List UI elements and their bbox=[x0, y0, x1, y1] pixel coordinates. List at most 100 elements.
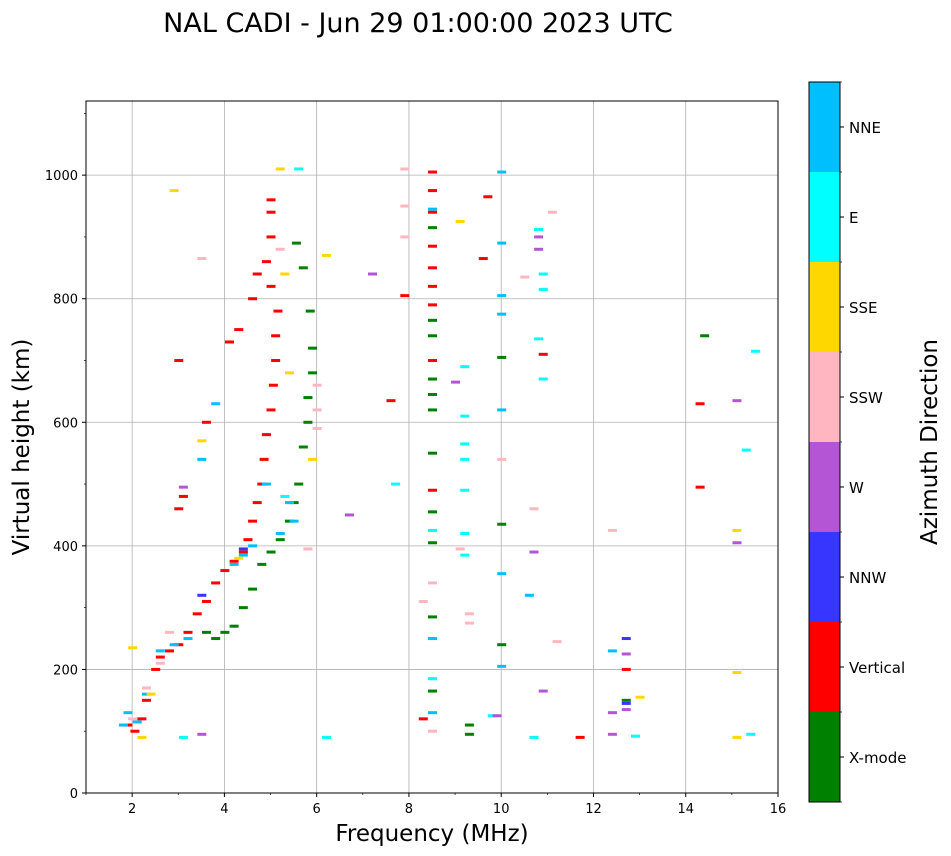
echo-point-nne bbox=[428, 711, 437, 715]
echo-point-vertical bbox=[428, 266, 437, 270]
echo-point-vertical bbox=[248, 297, 258, 301]
echo-point-nne bbox=[197, 457, 207, 461]
echo-point-sse bbox=[321, 253, 331, 257]
echo-point-vertical bbox=[428, 303, 437, 307]
echo-point-nnw bbox=[621, 701, 631, 705]
echo-point-w bbox=[344, 513, 354, 517]
echo-point-x-mode bbox=[266, 550, 276, 554]
echo-point-ssw bbox=[497, 457, 507, 461]
echo-point-w bbox=[492, 714, 502, 718]
echo-point-vertical bbox=[386, 399, 396, 403]
echo-point-x-mode bbox=[298, 445, 308, 449]
echo-point-w bbox=[732, 541, 742, 545]
plot-background bbox=[86, 101, 778, 793]
echo-point-x-mode bbox=[428, 510, 437, 514]
echo-point-sse bbox=[455, 219, 465, 223]
echo-point-nne bbox=[497, 572, 507, 576]
echo-point-w bbox=[534, 235, 544, 239]
echo-point-vertical bbox=[478, 257, 488, 261]
echo-point-vertical bbox=[234, 328, 244, 332]
echo-point-x-mode bbox=[428, 226, 437, 230]
echo-point-vertical bbox=[428, 359, 437, 362]
echo-point-ssw bbox=[428, 581, 437, 585]
echo-point-vertical bbox=[201, 420, 211, 424]
echo-point-ssw bbox=[400, 167, 410, 171]
colorbar-frame bbox=[808, 81, 841, 803]
echo-point-nne bbox=[155, 649, 165, 653]
echo-point-nne bbox=[497, 664, 507, 668]
echo-point-e bbox=[630, 734, 640, 738]
echo-point-vertical bbox=[252, 501, 262, 505]
echo-point-vertical bbox=[141, 698, 151, 702]
echo-point-e bbox=[487, 714, 497, 718]
x-tick-label: 16 bbox=[770, 802, 787, 817]
echo-point-ssw bbox=[547, 210, 557, 214]
echo-point-x-mode bbox=[289, 501, 299, 505]
echo-point-w bbox=[197, 732, 207, 736]
echo-point-sse bbox=[137, 735, 147, 739]
echo-point-sse bbox=[732, 671, 742, 675]
echo-point-sse bbox=[635, 695, 645, 699]
echo-point-vertical bbox=[151, 667, 161, 671]
echo-point-e bbox=[391, 482, 401, 486]
echo-point-e bbox=[538, 377, 548, 381]
echo-point-vertical bbox=[165, 649, 175, 653]
echo-point-nne bbox=[229, 562, 239, 566]
echo-point-ssw bbox=[464, 612, 474, 616]
plot-area: 2 4 6 8 10 12 14 16 0 200 400 600 800 1000 bbox=[45, 100, 787, 817]
echo-point-vertical bbox=[174, 507, 184, 511]
echo-point-e bbox=[750, 349, 760, 353]
colorbar-segment bbox=[809, 712, 840, 802]
echo-point-vertical bbox=[428, 189, 437, 193]
echo-point-w bbox=[621, 708, 631, 712]
echo-point-ssw bbox=[312, 408, 322, 412]
echo-point-x-mode bbox=[464, 732, 474, 736]
echo-point-x-mode bbox=[428, 392, 437, 396]
colorbar-category-label: NNE bbox=[849, 119, 881, 137]
echo-point-vertical bbox=[266, 284, 276, 288]
x-axis-ticks: 2 4 6 8 10 12 14 16 bbox=[85, 793, 787, 817]
echo-point-e bbox=[460, 414, 470, 418]
echo-point-ssw bbox=[197, 257, 207, 261]
echo-point-ssw bbox=[552, 640, 562, 644]
echo-point-e bbox=[294, 167, 304, 171]
y-axis-ticks: 0 200 400 600 800 1000 bbox=[45, 113, 86, 802]
colorbar-segment bbox=[809, 622, 840, 712]
echo-point-ssw bbox=[529, 507, 539, 511]
echo-point-x-mode bbox=[497, 355, 507, 359]
echo-point-vertical bbox=[266, 235, 276, 239]
echo-point-vertical bbox=[243, 538, 253, 542]
echo-point-e bbox=[741, 448, 751, 452]
echo-point-vertical bbox=[252, 272, 262, 276]
echo-point-e bbox=[538, 287, 548, 291]
echo-point-ssw bbox=[165, 630, 175, 634]
echo-point-vertical bbox=[271, 334, 281, 338]
echo-point-nne bbox=[289, 519, 299, 523]
echo-point-nne bbox=[497, 294, 507, 298]
echo-point-e bbox=[460, 553, 470, 557]
echo-point-vertical bbox=[428, 170, 437, 174]
echo-point-vertical bbox=[259, 457, 269, 461]
colorbar-category-label: W bbox=[849, 479, 864, 497]
chart-title: NAL CADI - Jun 29 01:00:00 2023 UTC bbox=[163, 8, 673, 39]
echo-point-ssw bbox=[303, 547, 313, 551]
echo-point-w bbox=[732, 399, 742, 403]
colorbar-category-label: NNW bbox=[849, 569, 886, 587]
echo-point-w bbox=[534, 247, 544, 251]
echo-point-vertical bbox=[229, 559, 239, 563]
echo-point-w bbox=[178, 485, 188, 489]
echo-point-nne bbox=[497, 312, 507, 316]
echo-point-sse bbox=[169, 189, 179, 193]
echo-point-x-mode bbox=[238, 606, 248, 610]
echo-point-vertical bbox=[248, 519, 258, 523]
x-tick-label: 2 bbox=[128, 802, 136, 817]
echo-point-x-mode bbox=[428, 451, 437, 455]
colorbar-segment bbox=[809, 352, 840, 442]
echo-point-sse bbox=[128, 646, 138, 650]
echo-point-x-mode bbox=[428, 408, 437, 412]
x-tick-label: 12 bbox=[585, 802, 602, 817]
x-tick-label: 6 bbox=[313, 802, 321, 817]
echo-point-e bbox=[280, 494, 290, 498]
echo-point-e bbox=[534, 228, 544, 232]
colorbar-segment bbox=[809, 82, 840, 172]
